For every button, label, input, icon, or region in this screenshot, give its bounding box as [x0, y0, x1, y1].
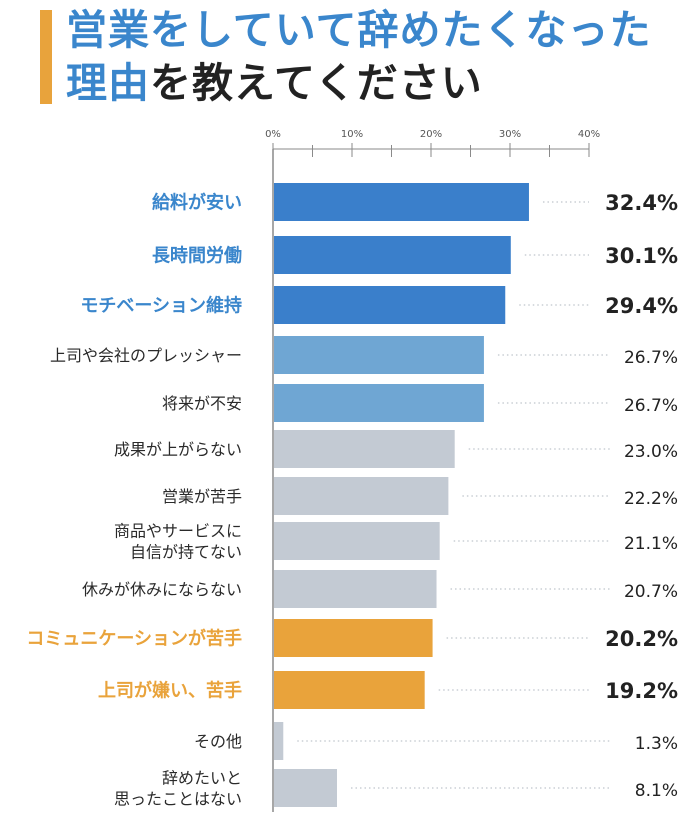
category-label: 上司が嫌い、苦手 — [98, 679, 242, 701]
x-tick-label: 10% — [341, 129, 363, 140]
category-label: モチベーション維持 — [80, 294, 242, 316]
bar — [274, 336, 484, 374]
bar — [274, 286, 506, 324]
bar — [274, 570, 437, 608]
bar — [274, 769, 337, 807]
bar — [274, 477, 449, 515]
category-label: 休みが休みにならない — [82, 580, 242, 599]
bar — [274, 722, 284, 760]
category-label: 上司や会社のプレッシャー — [50, 346, 242, 365]
data-value-label: 19.2% — [605, 679, 678, 703]
category-label: コミュニケーションが苦手 — [26, 627, 242, 649]
data-value-label: 1.3% — [635, 734, 678, 754]
title-line-2: 理由を教えてください — [66, 57, 652, 110]
title-accent-bar — [40, 10, 52, 104]
data-value-label: 26.7% — [624, 396, 678, 416]
category-label: 長時間労働 — [152, 244, 242, 266]
data-value-label: 22.2% — [624, 489, 678, 509]
bar — [274, 430, 455, 468]
data-value-label: 29.4% — [605, 294, 678, 318]
data-value-label: 21.1% — [624, 534, 678, 554]
category-label: 成果が上がらない — [114, 440, 242, 459]
page-title: 営業をしていて辞めたくなった 理由を教えてください — [66, 4, 652, 110]
title-line-2-rest: を教えてください — [150, 59, 483, 107]
data-value-label: 23.0% — [624, 442, 678, 462]
bar — [274, 384, 484, 422]
bar — [274, 671, 425, 709]
data-value-label: 8.1% — [635, 781, 678, 801]
title-line-1: 営業をしていて辞めたくなった — [66, 6, 652, 54]
category-label: 営業が苦手 — [162, 487, 242, 506]
category-label: 商品やサービスに — [114, 521, 242, 540]
x-tick-label: 0% — [265, 129, 281, 140]
bar — [274, 183, 529, 221]
x-tick-label: 40% — [578, 129, 600, 140]
data-value-label: 32.4% — [605, 191, 678, 215]
category-label: 将来が不安 — [162, 394, 242, 413]
bar — [274, 619, 433, 657]
data-value-label: 26.7% — [624, 348, 678, 368]
category-label: 辞めたいと — [162, 768, 242, 787]
x-tick-label: 20% — [420, 129, 442, 140]
x-tick-label: 30% — [499, 129, 521, 140]
data-value-label: 20.7% — [624, 582, 678, 602]
data-value-label: 30.1% — [605, 244, 678, 268]
category-label: 思ったことはない — [114, 789, 242, 808]
category-label: 給料が安い — [152, 191, 242, 213]
data-value-label: 20.2% — [605, 627, 678, 651]
title-line-2-highlight: 理由 — [66, 59, 150, 107]
bar — [274, 522, 440, 560]
category-label: 自信が持てない — [130, 542, 242, 561]
bar — [274, 236, 511, 274]
category-label: その他 — [194, 732, 242, 751]
